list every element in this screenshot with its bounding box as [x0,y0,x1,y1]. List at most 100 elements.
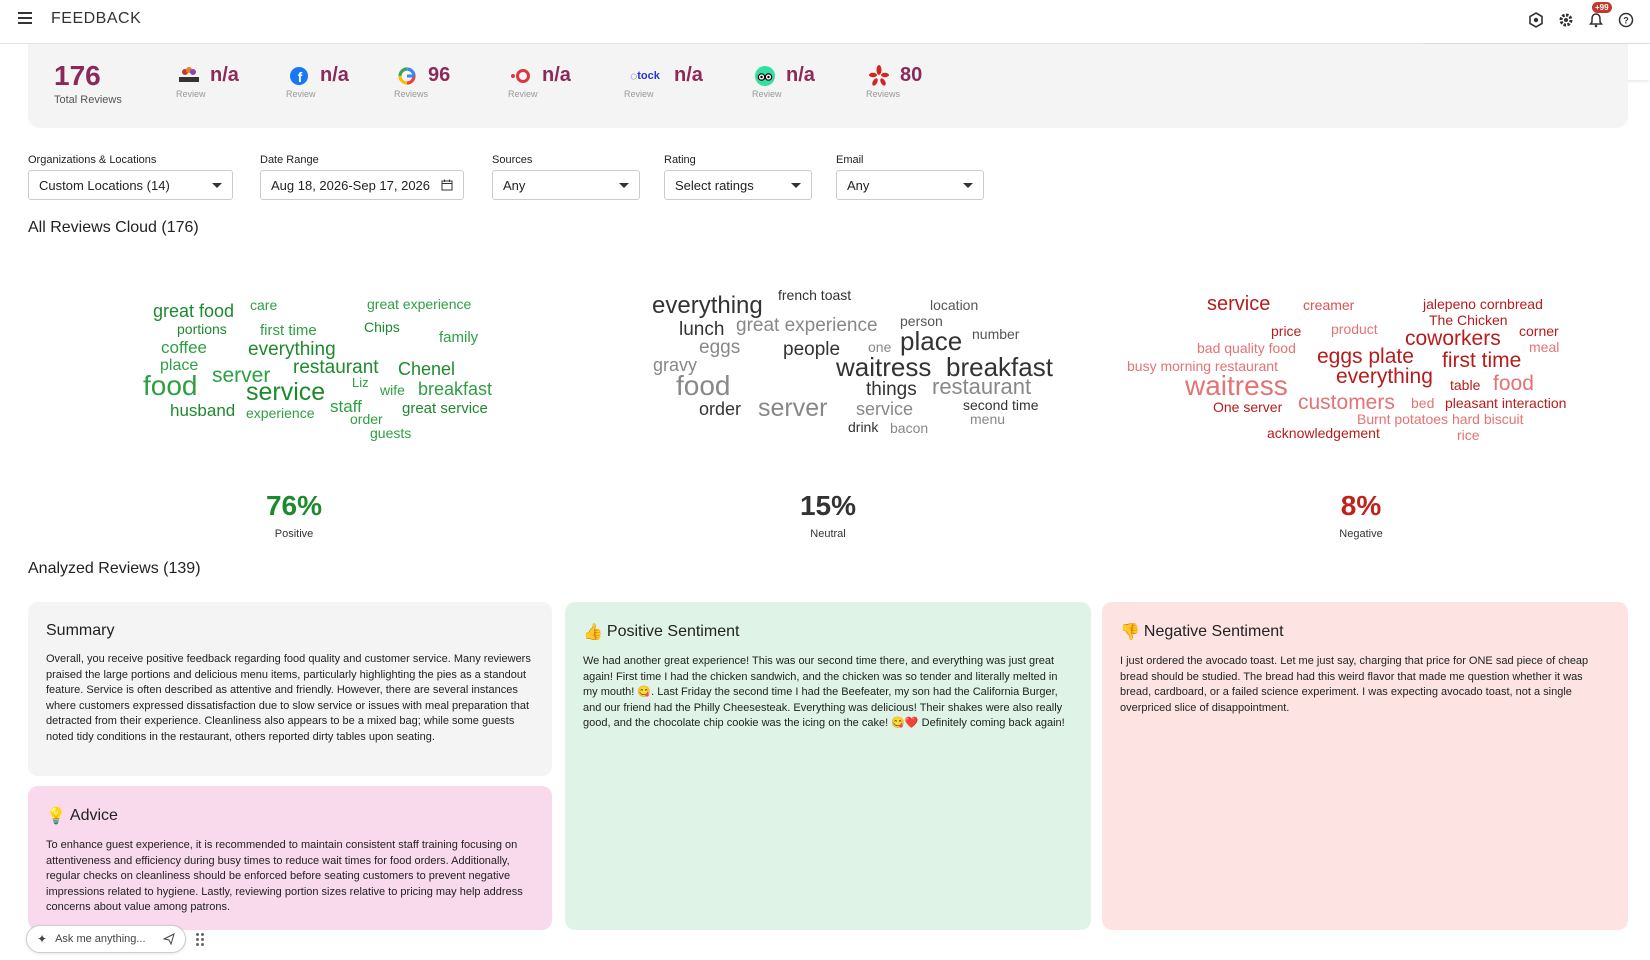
cloud-word: pleasant interaction [1445,395,1567,411]
date-range-input[interactable]: Aug 18, 2026-Sep 17, 2026 [260,170,464,200]
sources-value: Any [503,177,526,193]
top-bar: FEEDBACK +99 ? [0,0,1650,44]
cloud-word: lunch [679,319,725,340]
facebook-icon: f [286,66,312,86]
source-facebook[interactable]: f n/a Review [286,64,349,99]
cloud-word: people [783,339,841,360]
cloud-word: jalepeno cornbread [1423,296,1543,312]
negative-percentage: 8% Negative [1261,490,1461,540]
neutral-percent-label: Neutral [810,528,846,540]
negative-percent-label: Negative [1339,528,1383,540]
reviews-cloud-title: All Reviews Cloud (176) [28,219,199,236]
total-reviews: 176 Total Reviews [54,60,122,106]
source-yelp[interactable]: 80 Reviews [866,64,922,99]
source-value: n/a [542,64,571,86]
cloud-word: service [1207,293,1271,315]
thumbs-down-icon: 👎 [1120,624,1140,641]
cloud-word: everything [1336,365,1433,388]
send-icon[interactable] [163,933,175,945]
page-title: FEEDBACK [51,10,142,27]
cloud-word: rice [1457,427,1480,443]
rating-select[interactable]: Select ratings [664,170,812,200]
summary-card: Summary Overall, you receive positive fe… [28,602,552,776]
rating-label: Rating [664,154,696,166]
source-label: Review [624,89,654,99]
cloud-word: customers [1298,391,1395,414]
email-value: Any [847,177,870,193]
google-icon [394,66,420,86]
cloud-word: product [1331,321,1378,337]
cloud-word: order [350,411,383,427]
negative-sentiment-text: I just ordered the avocado toast. Let me… [1120,655,1589,714]
source-google[interactable]: 96 Reviews [394,64,450,99]
ask-input[interactable]: Ask me anything... [55,933,146,945]
source-value: n/a [210,64,239,86]
cloud-word: drink [848,419,879,435]
menu-icon[interactable] [18,12,32,26]
cloud-word: first time [260,322,317,339]
bell-icon[interactable]: +99 [1586,2,1612,30]
source-label: Review [508,89,538,99]
cloud-word: busy morning restaurant [1127,358,1278,374]
summary-title: Summary [46,622,115,639]
cloud-word: great experience [736,315,878,336]
top-icons: +99 ? [1526,2,1636,30]
organizations-label: Organizations & Locations [28,154,157,166]
organizations-filter: Organizations & Locations Custom Locatio… [28,154,233,200]
source-value: 96 [428,64,451,86]
neutral-percentage: 15% Neutral [728,490,928,540]
source-value: n/a [786,64,815,86]
sources-select[interactable]: Any [492,170,640,200]
negative-sentiment-title: Negative Sentiment [1143,623,1284,640]
positive-sentiment-title: Positive Sentiment [606,623,740,640]
neutral-percent-value: 15% [799,490,857,521]
integrations-icon[interactable] [1526,10,1546,30]
date-range-filter: Date Range Aug 18, 2026-Sep 17, 2026 [260,154,464,200]
gear-icon[interactable] [1556,10,1576,30]
organizations-select[interactable]: Custom Locations (14) [28,170,233,200]
thumbs-up-icon: 👍 [583,624,603,641]
sparkle-icon: ✦ [37,932,48,946]
source-tripadvisor[interactable]: n/a Review [752,64,815,99]
cloud-word: The Chicken [1429,312,1508,328]
cloud-word: great service [402,400,488,417]
ask-assistant-bar[interactable]: ✦ Ask me anything... [26,925,186,953]
summary-text: Overall, you receive positive feedback r… [46,653,531,743]
source-value: n/a [674,64,703,86]
cloud-word: acknowledgement [1267,425,1380,441]
negative-word-cloud: service creamer jalepeno cornbread The C… [1125,280,1585,450]
tock-icon: ◌ tock [630,68,660,83]
calendar-icon[interactable] [441,179,453,191]
source-opentable[interactable]: n/a Review [508,64,571,99]
lightbulb-icon: 💡 [46,808,66,825]
source-label: Reviews [394,89,429,99]
source-tock[interactable]: ◌ tock n/a Review [624,64,703,99]
cloud-word: breakfast [418,379,493,399]
tock-logo-text: tock [637,69,660,82]
cloud-word: server [212,364,271,387]
cloud-word: menu [970,411,1006,427]
cloud-word: food [143,370,198,401]
cloud-word: great food [153,301,235,321]
total-reviews-value: 176 [54,60,101,91]
cloud-word: server [758,394,828,422]
cloud-word: gravy [653,355,698,375]
email-select[interactable]: Any [836,170,984,200]
filters-bar: Organizations & Locations Custom Locatio… [28,154,1628,204]
svg-text:f: f [298,69,303,85]
source-bloom[interactable]: n/a Review [176,64,239,99]
cloud-word: bad quality food [1197,340,1296,356]
cloud-word: location [930,297,979,313]
drag-handle-icon[interactable] [195,932,205,948]
help-icon[interactable]: ? [1616,10,1636,30]
cloud-word: waitress [836,352,932,382]
cloud-word: second time [963,397,1039,413]
yelp-icon [866,64,892,86]
neutral-word-cloud: french toast everything location person … [650,280,1070,450]
cloud-word: eggs plate [1317,345,1414,368]
source-label: Reviews [866,89,901,99]
notification-badge: +99 [1592,2,1612,13]
cloud-word: place [900,326,963,356]
positive-sentiment-text: We had another great experience! This wa… [583,655,1065,729]
advice-card: 💡 Advice To enhance guest experience, it … [28,786,552,930]
